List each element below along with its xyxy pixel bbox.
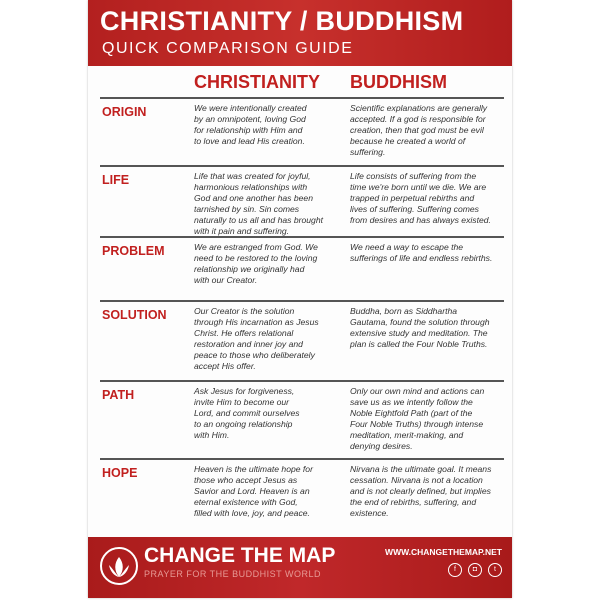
buddhism-cell: Buddha, born as Siddhartha Gautama, foun… bbox=[350, 306, 490, 349]
christianity-cell: Ask Jesus for forgiveness, invite Him to… bbox=[194, 386, 300, 440]
column-header-christianity: CHRISTIANITY bbox=[194, 72, 320, 92]
footer: CHANGE THE MAP PRAYER FOR THE BUDDHIST W… bbox=[88, 537, 512, 598]
website-link[interactable]: WWW.CHANGETHEMAP.NET bbox=[385, 547, 502, 557]
row-divider bbox=[100, 300, 504, 302]
comparison-card: CHRISTIANITY / BUDDHISM QUICK COMPARISON… bbox=[88, 0, 512, 598]
christianity-cell: Heaven is the ultimate hope for those wh… bbox=[194, 464, 313, 518]
row-label: LIFE bbox=[102, 173, 130, 187]
row-divider bbox=[100, 165, 504, 167]
christianity-cell: We were intentionally created by an omni… bbox=[194, 103, 307, 146]
brand-name: CHANGE THE MAP bbox=[144, 544, 336, 567]
row-label: SOLUTION bbox=[102, 308, 167, 322]
row-label: HOPE bbox=[102, 466, 138, 480]
row-divider bbox=[100, 458, 504, 460]
christianity-cell: Life that was created for joyful, harmon… bbox=[194, 171, 323, 236]
column-header-buddhism: BUDDHISM bbox=[350, 72, 447, 92]
page-title: CHRISTIANITY / BUDDHISM bbox=[100, 6, 464, 36]
row-divider bbox=[100, 236, 504, 238]
row-divider bbox=[100, 97, 504, 99]
page-subtitle: QUICK COMPARISON GUIDE bbox=[102, 40, 354, 57]
buddhism-cell: Scientific explanations are generally ac… bbox=[350, 103, 488, 157]
row-label: ORIGIN bbox=[102, 105, 147, 119]
tagline: PRAYER FOR THE BUDDHIST WORLD bbox=[144, 569, 322, 579]
row-divider bbox=[100, 380, 504, 382]
buddhism-cell: We need a way to escape the sufferings o… bbox=[350, 242, 493, 263]
buddhism-cell: Nirvana is the ultimate goal. It means c… bbox=[350, 464, 492, 518]
row-label: PATH bbox=[102, 388, 135, 402]
christianity-cell: Our Creator is the solution through His … bbox=[194, 306, 319, 371]
twitter-icon[interactable]: t bbox=[488, 563, 502, 577]
buddhism-cell: Only our own mind and actions can save u… bbox=[350, 386, 485, 451]
lotus-logo-icon bbox=[100, 547, 138, 585]
row-label: PROBLEM bbox=[102, 244, 165, 258]
header: CHRISTIANITY / BUDDHISM QUICK COMPARISON… bbox=[88, 0, 512, 66]
christianity-cell: We are estranged from God. We need to be… bbox=[194, 242, 318, 285]
buddhism-cell: Life consists of suffering from the time… bbox=[350, 171, 491, 225]
instagram-icon[interactable]: ◘ bbox=[468, 563, 482, 577]
facebook-icon[interactable]: f bbox=[448, 563, 462, 577]
